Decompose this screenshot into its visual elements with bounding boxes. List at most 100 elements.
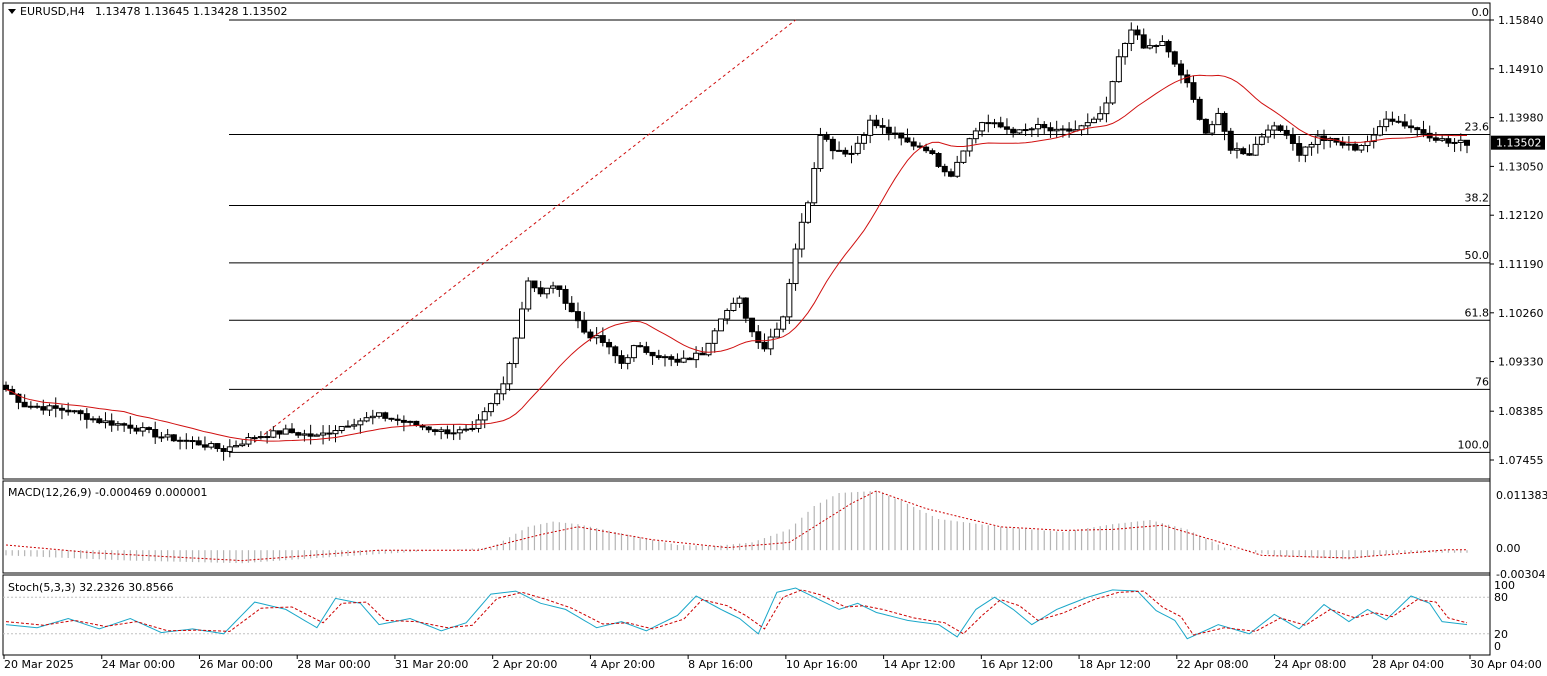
candle-body	[543, 287, 550, 295]
candle-body	[941, 165, 948, 173]
candle-body	[1028, 128, 1035, 131]
dropdown-triangle-icon[interactable]	[8, 9, 16, 14]
symbol-label: EURUSD,H4	[20, 5, 85, 18]
candle-body	[724, 309, 731, 320]
candle-body	[257, 436, 264, 439]
candle-body	[133, 427, 140, 432]
candle-body	[717, 318, 724, 332]
candle-body	[512, 337, 519, 365]
candle-body	[1090, 118, 1097, 124]
candle-body	[481, 411, 488, 421]
candle-body	[1128, 29, 1135, 44]
fib-level-label: 100.0	[1458, 438, 1490, 451]
candle-body	[836, 149, 843, 152]
candle-body	[1059, 128, 1066, 131]
candle-body	[1439, 138, 1446, 141]
candle-body	[1215, 112, 1222, 126]
candle-body	[425, 426, 432, 431]
candle-body	[282, 428, 289, 435]
candle-body	[854, 142, 861, 154]
candle-body	[929, 150, 936, 155]
candle-body	[127, 424, 134, 429]
time-tick-label: 31 Mar 20:00	[395, 658, 468, 671]
time-tick-label: 8 Apr 16:00	[688, 658, 753, 671]
candle-body	[1370, 134, 1377, 143]
candle-body	[574, 311, 581, 322]
candle-body	[749, 317, 756, 333]
candle-body	[662, 356, 669, 359]
candle-body	[1258, 136, 1265, 145]
candle-body	[152, 428, 159, 438]
candle-body	[1432, 137, 1439, 141]
candle-body	[892, 132, 899, 135]
candle-body	[935, 153, 942, 167]
candle-body	[954, 161, 961, 177]
fib-level-label: 0.0	[1472, 6, 1490, 19]
candle-body	[742, 297, 749, 319]
time-tick-label: 14 Apr 12:00	[884, 658, 956, 671]
candle-body	[618, 355, 625, 364]
candle-body	[1053, 128, 1060, 132]
candle-body	[195, 440, 202, 446]
candle-body	[1277, 125, 1284, 131]
candle-body	[1289, 134, 1296, 144]
candle-body	[1395, 120, 1402, 123]
candle-body	[1097, 113, 1104, 120]
stoch-label: Stoch(5,3,3) 32.2326 30.8566	[8, 581, 174, 594]
candle-body	[77, 410, 84, 415]
candle-body	[456, 429, 463, 434]
candle-body	[624, 357, 631, 364]
candle-body	[320, 432, 327, 436]
candle-body	[1221, 112, 1228, 132]
candle-body	[276, 430, 283, 435]
candle-body	[270, 430, 277, 438]
time-tick-label: 18 Apr 12:00	[1079, 658, 1151, 671]
candle-body	[1022, 129, 1029, 132]
candle-body	[177, 439, 184, 442]
fibonacci-retracement[interactable]: 0.0 23.6 38.2 50.0 61.8 76 100.0	[229, 6, 1490, 453]
candle-body	[649, 351, 656, 357]
candle-body	[997, 122, 1004, 128]
candle-body	[3, 384, 9, 390]
candle-body	[1202, 118, 1209, 134]
candle-body	[755, 331, 762, 343]
candle-body	[487, 403, 494, 413]
candle-body	[183, 439, 190, 442]
candle-body	[170, 434, 177, 442]
candle-body	[407, 420, 414, 423]
candle-body	[966, 138, 973, 152]
candle-body	[1233, 148, 1240, 151]
candle-body	[1140, 34, 1147, 49]
time-tick-label: 30 Apr 04:00	[1470, 658, 1542, 671]
candle-body	[90, 418, 97, 421]
trendline[interactable]	[254, 19, 796, 443]
candle-body	[798, 221, 805, 250]
macd-label: MACD(12,26,9) -0.000469 0.000001	[8, 486, 207, 499]
candle-body	[145, 427, 152, 430]
candle-body	[848, 152, 855, 155]
candle-body	[208, 443, 215, 448]
candle-body	[301, 433, 308, 436]
candle-body	[637, 345, 644, 348]
candle-body	[767, 336, 774, 350]
candle-body	[1103, 102, 1110, 115]
candle-body	[114, 423, 121, 426]
candle-body	[1296, 142, 1303, 156]
candle-body	[245, 437, 252, 445]
candle-body	[860, 134, 867, 144]
candle-body	[27, 405, 34, 408]
time-tick-label: 24 Apr 08:00	[1275, 658, 1347, 671]
candle-body	[587, 331, 594, 339]
candle-body	[1153, 45, 1160, 48]
candle-body	[1146, 45, 1153, 49]
candle-body	[376, 412, 383, 417]
candle-body	[1122, 42, 1129, 58]
price-tick-label: 1.10260	[1498, 307, 1544, 320]
candle-body	[450, 432, 457, 435]
candle-body	[363, 417, 370, 422]
candle-body	[58, 407, 65, 411]
current-price-label: 1.13502	[1496, 137, 1542, 150]
candle-body	[189, 440, 196, 443]
candle-body	[842, 149, 849, 155]
